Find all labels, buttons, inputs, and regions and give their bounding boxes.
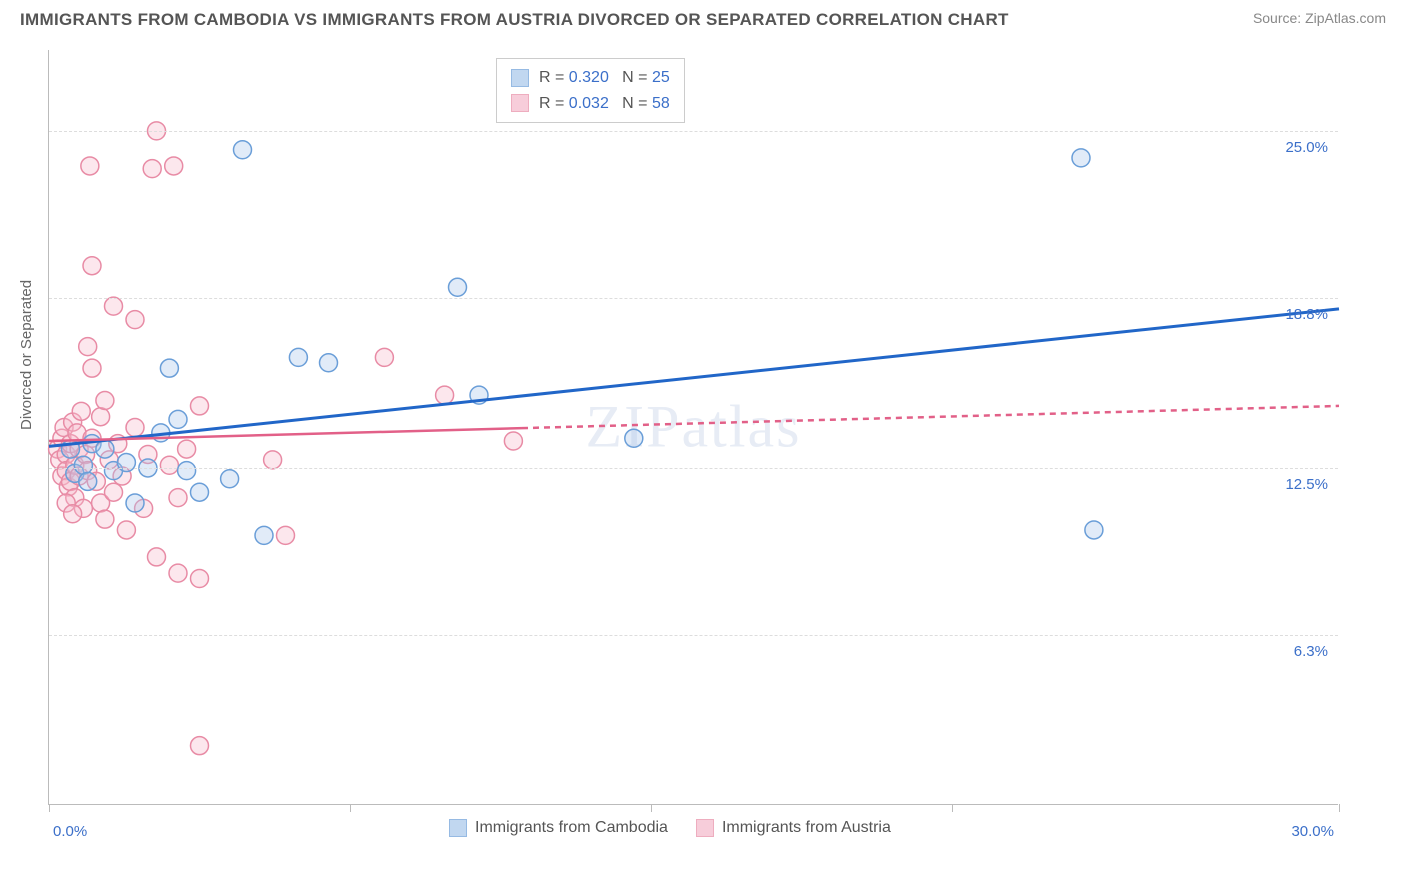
legend-swatch-icon <box>449 819 467 837</box>
regression-line <box>522 406 1339 428</box>
data-point <box>79 338 97 356</box>
data-point <box>191 397 209 415</box>
data-point <box>1085 521 1103 539</box>
x-tick <box>952 804 953 812</box>
data-point <box>264 451 282 469</box>
y-tick-label: 25.0% <box>1285 139 1328 156</box>
data-point <box>221 470 239 488</box>
data-point <box>255 526 273 544</box>
y-tick-label: 12.5% <box>1285 476 1328 493</box>
data-point <box>92 408 110 426</box>
data-point <box>83 359 101 377</box>
data-point <box>165 157 183 175</box>
data-point <box>96 440 114 458</box>
legend-label: Immigrants from Cambodia <box>475 819 668 837</box>
data-point <box>74 456 92 474</box>
x-tick <box>350 804 351 812</box>
data-point <box>126 311 144 329</box>
data-point <box>83 257 101 275</box>
chart-header: IMMIGRANTS FROM CAMBODIA VS IMMIGRANTS F… <box>0 0 1406 30</box>
y-axis-label: Divorced or Separated <box>18 280 35 430</box>
x-tick-label: 0.0% <box>53 823 87 840</box>
y-tick-label: 18.8% <box>1285 306 1328 323</box>
data-point <box>625 429 643 447</box>
legend-swatch-icon <box>696 819 714 837</box>
data-point <box>504 432 522 450</box>
y-tick-label: 6.3% <box>1294 643 1328 660</box>
data-point <box>178 440 196 458</box>
data-point <box>143 160 161 178</box>
x-tick <box>49 804 50 812</box>
data-point <box>96 392 114 410</box>
legend-item: Immigrants from Cambodia <box>449 819 668 837</box>
data-point <box>105 483 123 501</box>
gridline <box>49 468 1338 469</box>
legend-row: R = 0.032 N = 58 <box>511 91 670 117</box>
legend-series: Immigrants from Cambodia Immigrants from … <box>449 819 891 837</box>
chart-title: IMMIGRANTS FROM CAMBODIA VS IMMIGRANTS F… <box>20 10 1009 30</box>
legend-swatch-icon <box>511 94 529 112</box>
data-point <box>289 348 307 366</box>
data-point <box>79 472 97 490</box>
data-point <box>449 278 467 296</box>
data-point <box>126 494 144 512</box>
data-point <box>117 521 135 539</box>
data-point <box>169 489 187 507</box>
legend-label: Immigrants from Austria <box>722 819 891 837</box>
data-point <box>234 141 252 159</box>
data-point <box>191 570 209 588</box>
data-point <box>375 348 393 366</box>
x-tick <box>1339 804 1340 812</box>
data-point <box>72 402 90 420</box>
legend-stat-text: R = 0.032 N = 58 <box>539 91 670 117</box>
gridline <box>49 635 1338 636</box>
data-point <box>96 510 114 528</box>
regression-line <box>49 309 1339 447</box>
data-point <box>105 297 123 315</box>
legend-stat-text: R = 0.320 N = 25 <box>539 65 670 91</box>
data-point <box>169 410 187 428</box>
data-point <box>148 548 166 566</box>
legend-item: Immigrants from Austria <box>696 819 891 837</box>
source-attribution: Source: ZipAtlas.com <box>1253 10 1386 26</box>
data-point <box>126 419 144 437</box>
data-point <box>169 564 187 582</box>
data-point <box>160 456 178 474</box>
x-tick-label: 30.0% <box>1291 823 1334 840</box>
data-point <box>160 359 178 377</box>
data-point <box>277 526 295 544</box>
data-point <box>178 462 196 480</box>
legend-swatch-icon <box>511 69 529 87</box>
gridline <box>49 131 1338 132</box>
gridline <box>49 298 1338 299</box>
chart-plot-area: ZIPatlas 6.3%12.5%18.8%25.0%0.0%30.0%R =… <box>48 50 1338 805</box>
data-point <box>81 157 99 175</box>
x-tick <box>651 804 652 812</box>
data-point <box>191 737 209 755</box>
scatter-plot-svg <box>49 50 1338 804</box>
legend-row: R = 0.320 N = 25 <box>511 65 670 91</box>
data-point <box>1072 149 1090 167</box>
data-point <box>320 354 338 372</box>
data-point <box>191 483 209 501</box>
data-point <box>64 505 82 523</box>
legend-stats: R = 0.320 N = 25R = 0.032 N = 58 <box>496 58 685 123</box>
data-point <box>436 386 454 404</box>
